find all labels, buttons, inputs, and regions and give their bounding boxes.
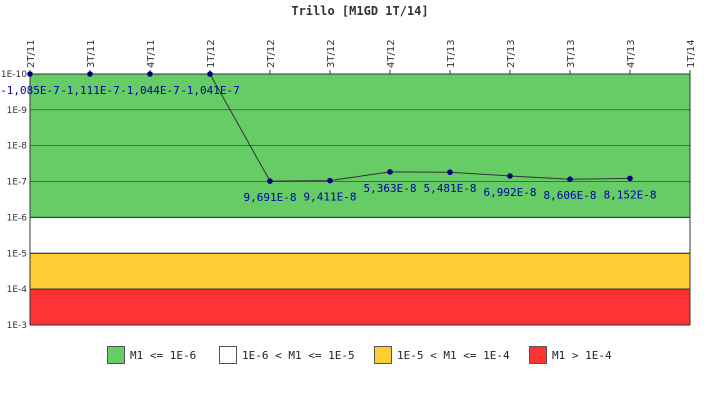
x-tick-label: 1T/13 [446,39,457,68]
data-point [387,169,393,175]
y-tick-label: 1E-8 [7,142,28,152]
series-layer [27,71,633,184]
legend-label: M1 <= 1E-6 [130,348,197,362]
x-tick-label: 4T/12 [386,39,397,68]
legend-label: 1E-6 < M1 <= 1E-5 [242,348,355,362]
data-point [447,169,453,176]
data-label: 8,152E-8 [604,188,657,201]
data-label: 5,363E-8 [364,182,417,195]
data-label: 8,606E-8 [544,189,597,202]
y-tick-label: 1E-3 [7,321,27,331]
y-tick-label: 1E-7 [7,178,27,188]
chart-title: Trillo [M1GD 1T/14] [291,4,428,18]
plot-frame [29,73,691,326]
legend-item-white: 1E-6 < M1 <= 1E-5 [219,344,355,366]
data-point [27,71,33,77]
legend-item-yellow: 1E-5 < M1 <= 1E-4 [374,344,510,366]
legend-swatch-yellow [374,346,392,364]
data-label: -1,044E-7 [120,84,180,97]
x-tick-label: 1T/14 [686,39,697,68]
chart-svg: Trillo [M1GD 1T/14] 1E-101E-91E-81E-71E-… [0,4,697,331]
x-tick-label: 3T/11 [86,39,97,68]
data-label: -1,041E-7 [180,84,240,97]
data-label: 6,992E-8 [484,186,537,199]
band-1 [29,216,691,254]
data-label: -1,085E-7 [0,84,60,97]
x-tick-label: 1T/12 [206,39,217,68]
band-3 [29,288,691,326]
legend-swatch-green [107,346,125,364]
legend: M1 <= 1E-6 1E-6 < M1 <= 1E-5 1E-5 < M1 <… [0,344,720,368]
data-point [147,71,153,77]
data-label: -1,111E-7 [60,84,120,97]
x-tick-label: 4T/13 [626,39,637,68]
x-tick-label: 3T/12 [326,39,337,68]
x-ticks: 2T/11 3T/11 4T/11 1T/12 2T/12 3T/12 4T/12 1T/13… [26,39,697,74]
x-tick-label: 3T/13 [566,39,577,68]
data-point [327,177,333,184]
legend-item-red: M1 > 1E-4 [529,344,612,366]
x-tick-label: 4T/11 [146,39,157,68]
data-point [627,175,633,182]
legend-swatch-white [219,346,237,364]
x-tick-label: 2T/12 [266,39,277,68]
legend-swatch-red [529,346,547,364]
data-point [87,71,93,77]
y-tick-label: 1E-5 [7,249,27,259]
x-tick-label: 2T/11 [26,39,37,68]
y-ticks: 1E-10 1E-9 1E-8 1E-7 1E-6 1E-5 1E-4 1E-3 [1,70,27,331]
legend-item-green: M1 <= 1E-6 [107,344,196,366]
data-label: 5,481E-8 [424,182,477,195]
band-2 [29,252,691,290]
y-tick-label: 1E-4 [7,285,28,295]
y-tick-label: 1E-9 [7,106,28,116]
data-point [507,173,513,179]
data-point [207,71,213,77]
data-label: 9,691E-8 [244,191,297,204]
x-tick-label: 2T/13 [506,39,517,68]
legend-label: 1E-5 < M1 <= 1E-4 [397,348,510,362]
data-point [567,176,573,183]
y-tick-label: 1E-10 [1,70,27,80]
legend-label: M1 > 1E-4 [552,348,612,362]
y-tick-label: 1E-6 [7,213,28,223]
data-labels-layer: -1,085E-7 -1,111E-7 -1,044E-7 -1,041E-7 9,69… [0,84,656,204]
data-label: 9,411E-8 [304,191,357,204]
data-point [267,178,273,184]
